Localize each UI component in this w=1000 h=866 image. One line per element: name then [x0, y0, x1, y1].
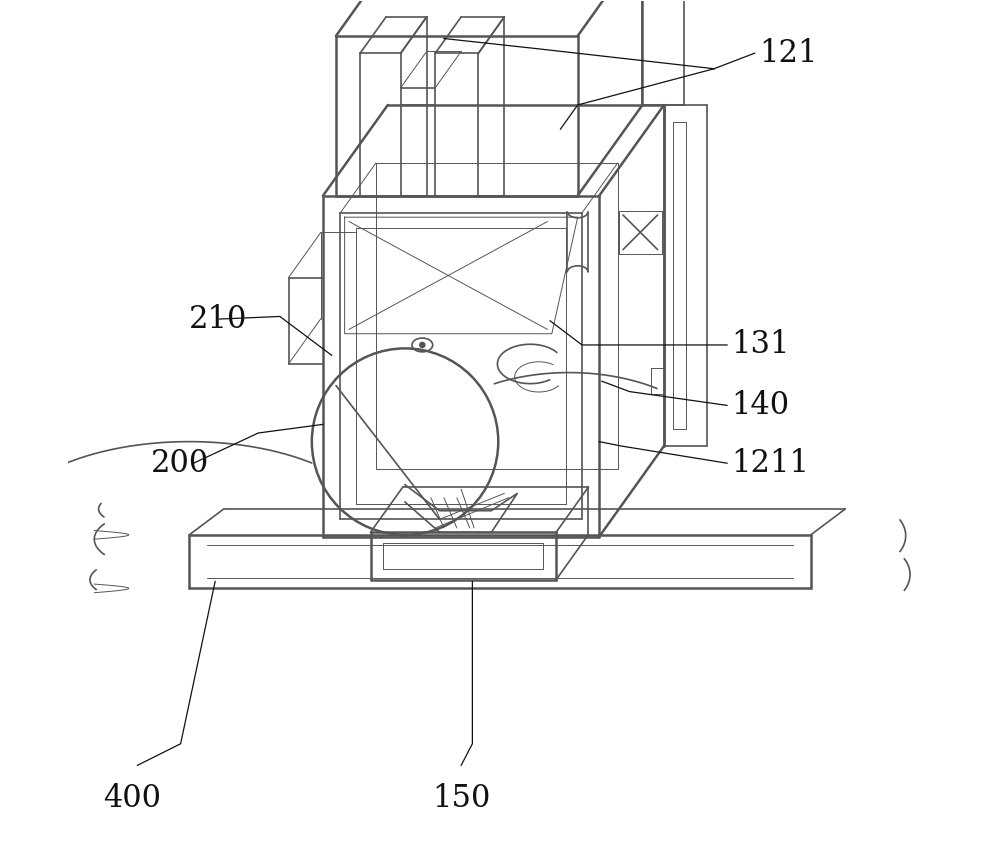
Circle shape	[420, 342, 425, 347]
Text: 150: 150	[432, 783, 490, 813]
Text: 400: 400	[103, 783, 161, 813]
Text: 210: 210	[189, 304, 248, 334]
Text: 121: 121	[759, 38, 817, 68]
Text: 131: 131	[731, 329, 790, 360]
Text: 140: 140	[731, 390, 789, 421]
Text: 1211: 1211	[731, 448, 809, 479]
Text: 200: 200	[150, 448, 209, 479]
